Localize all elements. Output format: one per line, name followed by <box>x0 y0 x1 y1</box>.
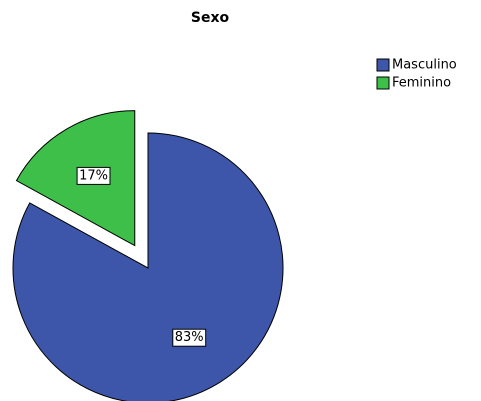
data-label: 83% <box>175 330 204 345</box>
legend-swatch <box>376 58 390 72</box>
legend-swatch <box>376 76 390 90</box>
data-label-box <box>76 166 111 185</box>
pie-slice <box>15 110 136 247</box>
data-label: 17% <box>79 168 108 183</box>
pie-slice <box>12 132 284 401</box>
data-label-box <box>172 328 207 347</box>
legend-label: Feminino <box>392 76 451 91</box>
chart-title: Sexo <box>191 10 230 26</box>
legend-label: Masculino <box>392 58 457 73</box>
